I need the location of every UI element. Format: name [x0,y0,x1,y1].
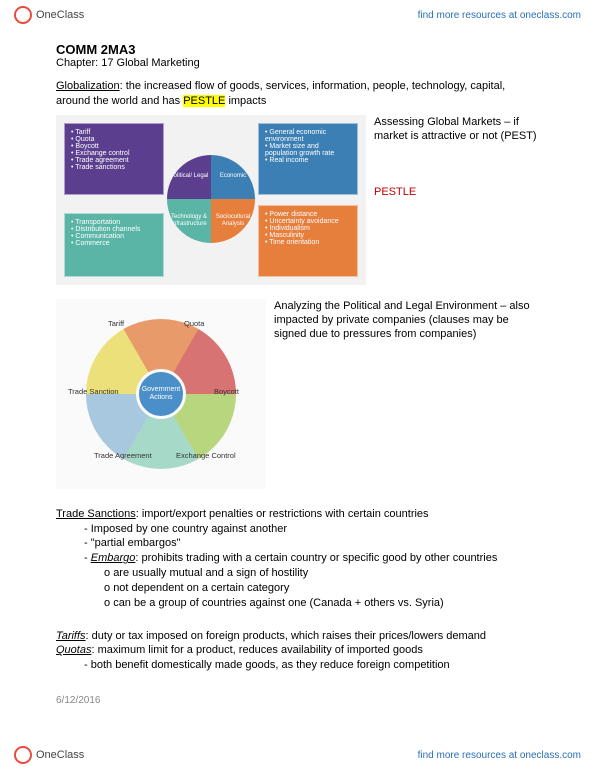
list-item: Distribution channels [71,226,157,233]
list-item: Real income [265,157,351,164]
bottom-resources-link[interactable]: find more resources at oneclass.com [418,750,581,761]
tariffs-quotas-section: Tariffs: duty or tax imposed on foreign … [56,629,539,674]
circle-q-sociocultural: Sociocultural Analysis [211,199,255,243]
list-item: Power distance [265,211,351,218]
trade-sanctions-list: Imposed by one country against another"p… [56,522,539,552]
bottom-bar: OneClass find more resources at oneclass… [0,740,595,770]
brand-logo[interactable]: OneClass [14,6,84,24]
list-item: Boycott [71,143,157,150]
chapter-title: Chapter: 17 Global Marketing [56,57,539,69]
list-item: Transportation [71,219,157,226]
list-item: are usually mutual and a sign of hostili… [104,566,539,581]
circle-q-economic: Economic [211,155,255,199]
list-item: Exchange control [71,150,157,157]
course-code: COMM 2MA3 [56,42,539,57]
pie-slice-label: Trade Agreement [94,451,152,460]
list-item: Time orientation [265,239,351,246]
pie-slice-label: Quota [184,319,204,328]
pie-slice-label: Trade Sanction [68,387,119,396]
list-item: Uncertainty avoidance [265,218,351,225]
trade-sanctions-section: Trade Sanctions: import/export penalties… [56,507,539,611]
list-item: General economic environment [265,129,351,143]
diagram1-side-notes: Assessing Global Markets – if market is … [374,115,539,285]
globalization-term: Globalization [56,80,120,92]
circle-q-technology: Technology & Infrastructure [167,199,211,243]
list-item: Quota [71,136,157,143]
both-benefit-item: both benefit domestically made goods, as… [84,658,539,673]
brand-name: OneClass [36,9,84,21]
d1-box-political: TariffQuotaBoycottExchange controlTrade … [64,123,164,195]
pestle-diagram: TariffQuotaBoycottExchange controlTrade … [56,115,366,285]
list-item: Masculinity [265,232,351,239]
pie-center-label: Government Actions [136,369,186,419]
embargo-wrapper: Embargo: prohibits trading with a certai… [56,551,539,566]
quotas-line: Quotas: maximum limit for a product, red… [56,643,539,658]
list-item: Tariff [71,129,157,136]
government-actions-pie: Government Actions Tariff Quota Boycott Exc… [56,299,266,489]
diagram2-row: Government Actions Tariff Quota Boycott Exc… [56,299,539,489]
tariffs-def: : duty or tax imposed on foreign product… [86,630,486,642]
brand-logo-bottom[interactable]: OneClass [14,746,84,764]
globalization-text-2: impacts [225,95,266,107]
d1-box-technology: TransportationDistribution channelsCommu… [64,213,164,277]
d1-box-sociocultural: Power distanceUncertainty avoidanceIndiv… [258,205,358,277]
list-item: Market size and population growth rate [265,143,351,157]
tariffs-term: Tariffs [56,630,86,642]
circle-q-political: Political/ Legal [167,155,211,199]
list-item: "partial embargos" [84,536,539,551]
logo-icon [14,746,32,764]
top-bar: OneClass find more resources at oneclass… [0,0,595,30]
brand-name-bottom: OneClass [36,749,84,761]
list-item: not dependent on a certain category [104,581,539,596]
quotas-def: : maximum limit for a product, reduces a… [91,644,422,656]
globalization-text-1: : the increased flow of goods, services,… [56,80,505,107]
both-benefit-list: both benefit domestically made goods, as… [56,658,539,673]
trade-sanctions-def: : import/export penalties or restriction… [136,508,429,520]
globalization-definition: Globalization: the increased flow of goo… [56,79,539,109]
list-item: Trade agreement [71,157,157,164]
quotas-term: Quotas [56,644,91,656]
list-item: Commerce [71,240,157,247]
logo-icon [14,6,32,24]
pestle-red-label: PESTLE [374,185,539,199]
page-content: COMM 2MA3 Chapter: 17 Global Marketing G… [0,30,595,677]
top-resources-link[interactable]: find more resources at oneclass.com [418,10,581,21]
embargo-def: : prohibits trading with a certain count… [135,552,497,564]
pestle-highlight: PESTLE [183,95,225,107]
tariffs-line: Tariffs: duty or tax imposed on foreign … [56,629,539,644]
embargo-line: Embargo: prohibits trading with a certai… [84,551,539,566]
embargo-sublist: are usually mutual and a sign of hostili… [56,566,539,611]
assessing-note: Assessing Global Markets – if market is … [374,115,539,144]
list-item: Communication [71,233,157,240]
page-date: 6/12/2016 [0,677,595,706]
trade-sanctions-term: Trade Sanctions [56,508,136,520]
pie-slice-label: Tariff [108,319,124,328]
pie-slice-label: Boycott [214,387,239,396]
pie-slice-label: Exchange Control [176,451,236,460]
d1-box-economic: General economic environmentMarket size … [258,123,358,195]
diagram1-row: TariffQuotaBoycottExchange controlTrade … [56,115,539,285]
list-item: Trade sanctions [71,164,157,171]
pestle-circle: Political/ Legal Economic Technology & I… [167,155,255,243]
list-item: Imposed by one country against another [84,522,539,537]
list-item: Individualism [265,225,351,232]
diagram2-description: Analyzing the Political and Legal Enviro… [274,299,539,489]
list-item: can be a group of countries against one … [104,596,539,611]
embargo-term: Embargo [91,552,136,564]
